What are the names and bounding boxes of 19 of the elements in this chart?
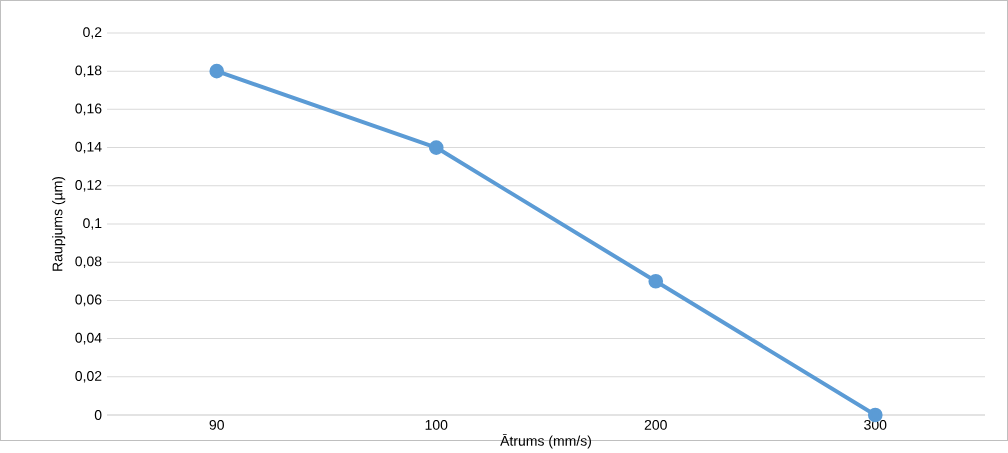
y-tick-label: 0,16 [75, 103, 102, 116]
x-tick-label: 90 [209, 419, 224, 430]
y-tick-label: 0,1 [83, 218, 102, 230]
y-axis-title: Raupjums (µm) [52, 176, 66, 271]
y-tick-label: 0,18 [75, 65, 102, 77]
point [428, 140, 444, 155]
y-tick-label: 0,14 [75, 141, 102, 154]
y-tick-label: 0,04 [75, 332, 102, 345]
y-tick-label: 0,2 [83, 27, 102, 39]
x-axis-title: Ātrums (mm/s) [500, 434, 591, 449]
x-tick-label: 100 [425, 419, 448, 430]
y-tick-label: 0,06 [75, 294, 102, 307]
y-tick-label: 0,02 [75, 370, 102, 383]
x-tick-label: 200 [644, 419, 667, 430]
point [648, 273, 664, 289]
y-tick-label: 0 [94, 409, 102, 420]
y-tick-label: 0,08 [75, 256, 102, 268]
y-tick-label: 0,12 [75, 179, 102, 192]
point [209, 63, 225, 79]
